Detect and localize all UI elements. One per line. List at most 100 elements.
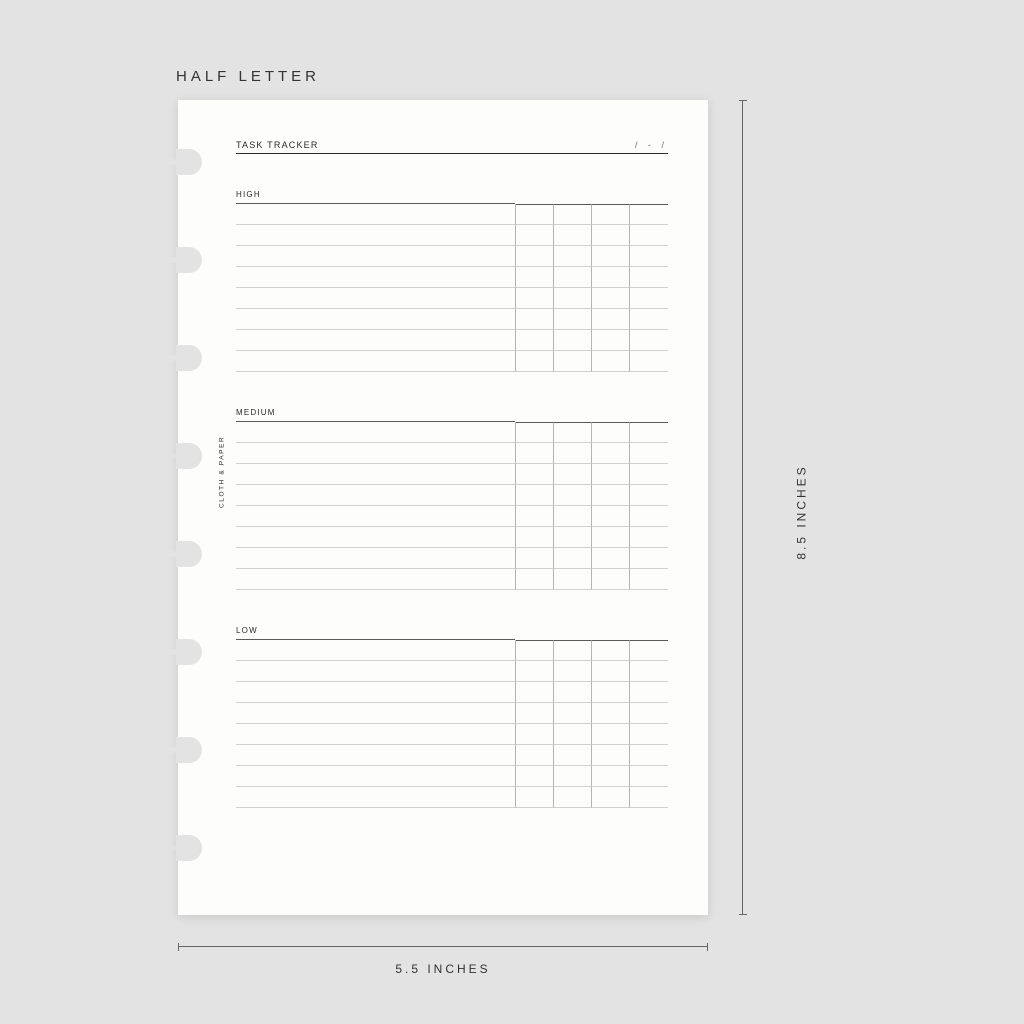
check-cell xyxy=(592,506,630,527)
table-row xyxy=(236,661,668,682)
priority-section-high: HIGH xyxy=(236,190,668,372)
check-cell xyxy=(630,464,668,485)
check-cell xyxy=(630,640,668,661)
task-cell xyxy=(236,682,516,703)
check-cell xyxy=(630,787,668,808)
check-cell xyxy=(592,527,630,548)
check-cell xyxy=(554,351,592,372)
table-row xyxy=(236,548,668,569)
section-label: MEDIUM xyxy=(236,408,668,417)
check-cell xyxy=(516,422,554,443)
check-cell xyxy=(516,204,554,225)
task-cell xyxy=(236,485,516,506)
check-cell xyxy=(630,422,668,443)
table-row xyxy=(236,485,668,506)
check-cell xyxy=(592,787,630,808)
check-cell xyxy=(630,485,668,506)
task-cell xyxy=(236,745,516,766)
check-cell xyxy=(554,309,592,330)
table-row xyxy=(236,246,668,267)
header-date-field: / - / xyxy=(635,140,668,150)
task-cell xyxy=(236,787,516,808)
check-cell xyxy=(554,724,592,745)
check-cell xyxy=(554,766,592,787)
check-cell xyxy=(516,527,554,548)
task-grid xyxy=(236,640,668,808)
check-cell xyxy=(630,351,668,372)
check-cell xyxy=(630,288,668,309)
disc-punch-notch xyxy=(176,345,202,371)
task-cell xyxy=(236,267,516,288)
check-cell xyxy=(516,548,554,569)
disc-punch-notch xyxy=(176,149,202,175)
check-cell xyxy=(592,330,630,351)
check-cell xyxy=(516,787,554,808)
check-cell xyxy=(516,443,554,464)
table-row xyxy=(236,443,668,464)
check-cell xyxy=(516,724,554,745)
check-cell xyxy=(554,422,592,443)
check-cell xyxy=(516,703,554,724)
check-cell xyxy=(554,225,592,246)
check-cell xyxy=(516,506,554,527)
table-row xyxy=(236,204,668,225)
check-cell xyxy=(592,485,630,506)
check-cell xyxy=(630,527,668,548)
check-cell xyxy=(554,443,592,464)
task-cell xyxy=(236,766,516,787)
check-cell xyxy=(592,661,630,682)
check-cell xyxy=(554,640,592,661)
check-cell xyxy=(516,464,554,485)
check-cell xyxy=(554,330,592,351)
task-cell xyxy=(236,443,516,464)
check-cell xyxy=(630,703,668,724)
task-cell xyxy=(236,309,516,330)
check-cell xyxy=(516,288,554,309)
task-cell xyxy=(236,548,516,569)
check-cell xyxy=(592,422,630,443)
check-cell xyxy=(516,640,554,661)
check-cell xyxy=(630,569,668,590)
check-cell xyxy=(630,267,668,288)
check-cell xyxy=(630,309,668,330)
planner-page: CLOTH & PAPER TASK TRACKER / - / HIGH MED… xyxy=(178,100,708,915)
disc-punch-notch xyxy=(176,443,202,469)
check-cell xyxy=(592,351,630,372)
table-row xyxy=(236,422,668,443)
check-cell xyxy=(554,682,592,703)
disc-punch-notch xyxy=(176,835,202,861)
check-cell xyxy=(630,506,668,527)
check-cell xyxy=(554,464,592,485)
table-row xyxy=(236,464,668,485)
table-row xyxy=(236,506,668,527)
task-cell xyxy=(236,351,516,372)
dimension-guide-horizontal xyxy=(178,946,708,947)
page-header: TASK TRACKER / - / xyxy=(236,140,668,154)
check-cell xyxy=(554,267,592,288)
check-cell xyxy=(630,548,668,569)
check-cell xyxy=(592,682,630,703)
disc-punch-notch xyxy=(176,247,202,273)
disc-punch-notch xyxy=(176,639,202,665)
check-cell xyxy=(554,506,592,527)
check-cell xyxy=(592,309,630,330)
page-content: TASK TRACKER / - / HIGHMEDIUMLOW xyxy=(236,140,668,879)
size-label: HALF LETTER xyxy=(176,68,320,85)
check-cell xyxy=(630,204,668,225)
check-cell xyxy=(630,724,668,745)
check-cell xyxy=(592,246,630,267)
check-cell xyxy=(554,569,592,590)
dimension-guide-vertical xyxy=(742,100,743,915)
check-cell xyxy=(592,724,630,745)
check-cell xyxy=(516,766,554,787)
check-cell xyxy=(592,204,630,225)
task-cell xyxy=(236,506,516,527)
brand-mark: CLOTH & PAPER xyxy=(219,435,226,507)
task-cell xyxy=(236,225,516,246)
check-cell xyxy=(592,766,630,787)
check-cell xyxy=(592,288,630,309)
check-cell xyxy=(516,661,554,682)
table-row xyxy=(236,787,668,808)
table-row xyxy=(236,703,668,724)
priority-section-medium: MEDIUM xyxy=(236,408,668,590)
